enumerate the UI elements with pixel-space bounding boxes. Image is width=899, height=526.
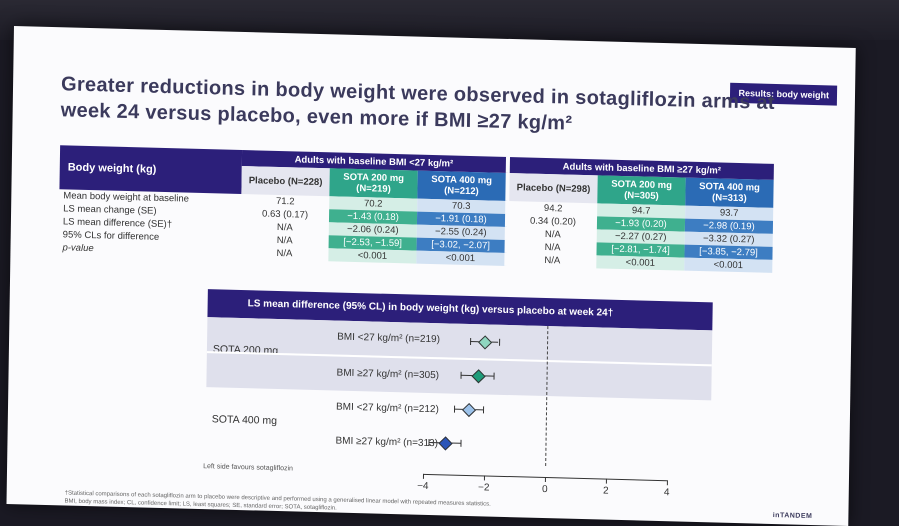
ci-cap [460,371,462,379]
arm-header: Placebo (N=228) [241,166,330,197]
axis-tick [605,478,607,484]
favours-label: Left side favours sotagliflozin [203,463,294,473]
ci-cap [493,372,495,380]
axis-tick-label: −2 [478,482,490,494]
table-cell: <0.001 [328,248,417,264]
arm-header: SOTA 200 mg (N=305) [597,175,686,206]
forest-row-label: BMI ≥27 kg/m² (n=305) [336,367,440,382]
axis-tick-label: 4 [663,487,670,499]
table-cell: N/A [276,247,293,260]
table-cell: <0.001 [596,255,685,271]
arm-header: SOTA 400 mg (N=313) [685,177,774,208]
forest-plot: LS mean difference (95% CL) in body weig… [205,289,713,468]
axis-tick [422,473,425,479]
axis-tick-label: 2 [602,485,609,497]
table-cell: <0.001 [416,250,507,266]
ci-cap [453,405,455,413]
ci-cap [482,406,484,414]
forest-row-label: BMI <27 kg/m² (n=212) [335,401,439,416]
arm-header: SOTA 400 mg (N=212) [417,170,508,201]
table-cell: N/A [506,252,597,269]
axis-tick [483,475,485,481]
arm-header: Placebo (N=298) [507,172,598,204]
axis-tick [666,480,668,486]
ci-cap [469,338,471,346]
axis-tick-label: 0 [541,483,548,496]
ci-cap [498,338,500,346]
table-cell: <0.001 [684,257,773,273]
slide-title: Greater reductions in body weight were o… [60,73,776,135]
ci-cap [460,439,462,447]
forest-row-label: BMI ≥27 kg/m² (n=313) [335,435,439,450]
forest-row-label: BMI <27 kg/m² (n=219) [337,331,441,346]
arm-header: SOTA 200 mg (N=219) [329,168,418,199]
axis-tick-label: −4 [417,480,429,492]
presentation-slide: Results: body weight Greater reductions … [6,26,856,526]
axis-tick [544,477,546,483]
results-table: Body weight (kg) Adults with baseline BM… [58,145,774,273]
footnote: †Statistical comparisons of each sotagli… [64,489,490,516]
table-corner: Body weight (kg) [59,145,243,195]
ci-cap [428,438,430,446]
intandem-logo: inTANDEM [772,512,813,521]
